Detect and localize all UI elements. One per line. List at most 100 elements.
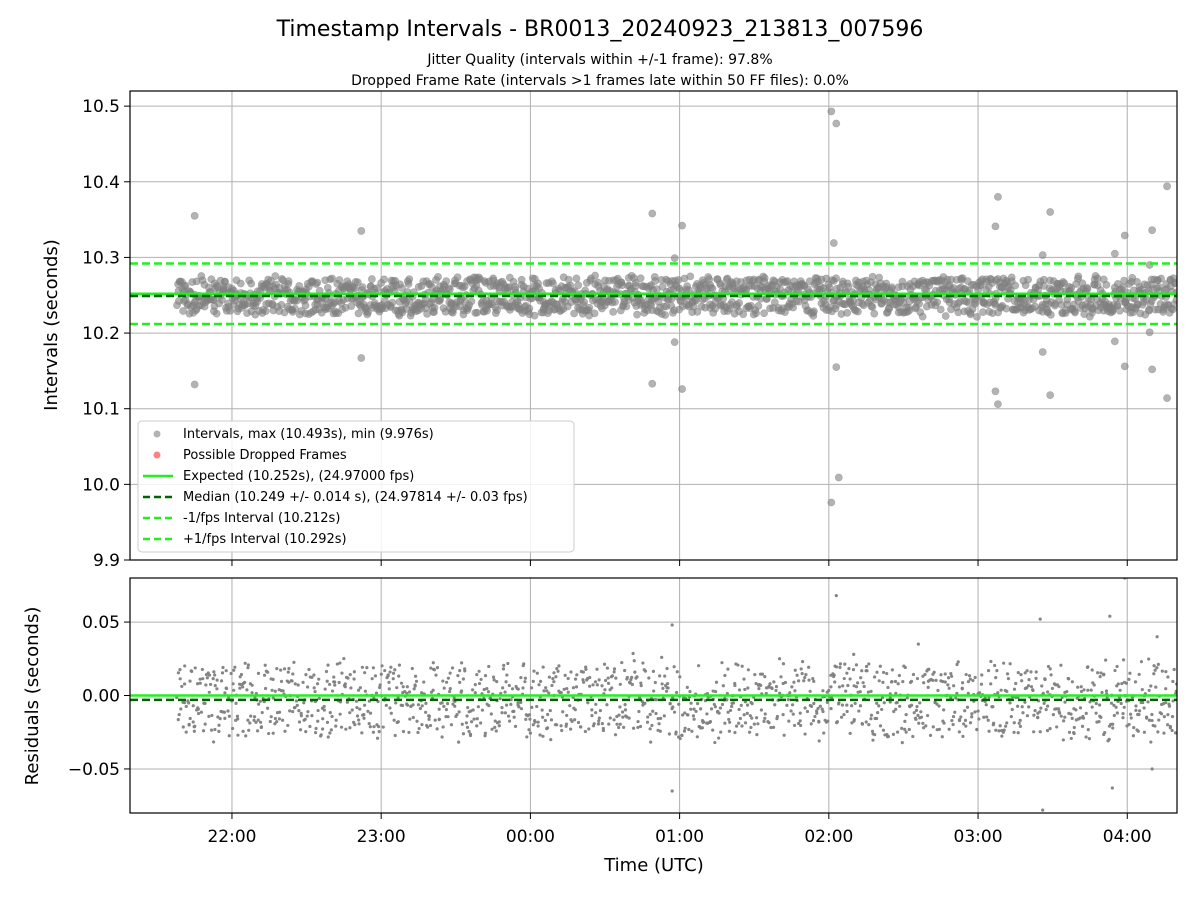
residual-point [1005, 689, 1009, 693]
residual-point [1055, 725, 1059, 729]
residual-point [1081, 716, 1086, 720]
residual-point [957, 730, 961, 734]
residual-point [348, 711, 352, 715]
interval-point [868, 303, 877, 311]
residual-point [635, 675, 639, 679]
residual-point [799, 667, 803, 671]
interval-point [442, 277, 451, 286]
residual-point [330, 714, 334, 719]
residual-point [791, 712, 795, 716]
residual-point [344, 727, 348, 731]
residual-point [1166, 713, 1170, 717]
interval-point [1074, 272, 1083, 281]
residual-point [1092, 683, 1096, 687]
residual-point [281, 689, 285, 693]
top-y-tick-label: 10.3 [82, 248, 120, 268]
residual-point [179, 707, 183, 711]
residual-point [201, 677, 205, 681]
residual-point [992, 721, 996, 725]
residual-point [1034, 670, 1038, 674]
residual-point [970, 715, 974, 719]
residual-point [603, 678, 608, 683]
residual-point [1057, 685, 1061, 689]
residual-point [630, 675, 634, 679]
residual-point [1063, 715, 1067, 719]
residual-point [731, 701, 736, 705]
interval-outlier-point [1110, 249, 1119, 258]
residual-point [986, 669, 991, 673]
residual-point [203, 722, 207, 726]
residual-point [680, 733, 684, 737]
residual-point [473, 691, 477, 695]
residual-point [236, 717, 240, 721]
residual-point [781, 713, 785, 717]
residual-point [212, 670, 216, 674]
interval-point [335, 276, 344, 284]
residual-point [405, 691, 409, 695]
residual-point [483, 731, 487, 735]
residual-point [777, 657, 782, 661]
residual-point [313, 690, 317, 694]
residual-point [867, 723, 871, 727]
residual-point [702, 720, 706, 724]
residual-point [658, 674, 662, 678]
residual-point [566, 676, 570, 681]
residual-point [1159, 712, 1164, 716]
residual-point [1140, 687, 1144, 692]
residual-point [536, 720, 540, 724]
residual-point [1166, 675, 1170, 679]
chart-title: Timestamp Intervals - BR0013_20240923_21… [276, 17, 924, 42]
residual-point [727, 729, 731, 733]
residual-point [900, 726, 904, 730]
interval-point [760, 309, 768, 318]
residual-point [332, 675, 336, 679]
residual-point [573, 708, 577, 712]
interval-point [1046, 310, 1055, 319]
residual-point [356, 688, 361, 692]
residual-point [677, 702, 681, 706]
residual-point [273, 689, 277, 693]
residual-point [660, 655, 664, 660]
residual-point [357, 722, 361, 726]
residual-point [685, 685, 689, 690]
x-tick-label: 02:00 [804, 827, 853, 847]
residual-point [912, 711, 916, 715]
residual-point [181, 725, 185, 729]
residual-point [1072, 731, 1076, 736]
residual-point [250, 683, 254, 687]
residual-point [541, 734, 545, 738]
residual-point [689, 707, 693, 711]
interval-outlier-point [832, 363, 841, 372]
residual-point [733, 683, 737, 688]
residual-point [717, 711, 721, 715]
residual-point [561, 710, 565, 714]
residual-point [1025, 714, 1029, 718]
residual-point [1018, 724, 1022, 728]
bottom-y-tick-label: 0.05 [82, 613, 120, 633]
residual-point [1137, 709, 1142, 713]
residual-point [528, 717, 532, 721]
residual-point [522, 662, 526, 666]
residual-point [452, 695, 456, 700]
residual-point [573, 677, 578, 681]
residual-point [774, 688, 778, 693]
residual-point [415, 719, 419, 723]
residual-point [495, 680, 499, 684]
residual-point [416, 730, 420, 735]
residual-point [817, 739, 821, 743]
residual-point [665, 666, 669, 671]
residual-point [769, 725, 773, 730]
residual-point [606, 676, 610, 680]
residual-point [964, 672, 968, 677]
x-tick-label: 01:00 [655, 827, 704, 847]
interval-point [358, 283, 367, 292]
residual-point [768, 682, 772, 686]
interval-outlier-point [994, 193, 1002, 201]
residual-point [790, 685, 794, 689]
interval-point [570, 309, 579, 318]
residual-point [319, 734, 323, 738]
residual-point [269, 715, 273, 719]
residual-point [326, 663, 330, 667]
interval-point [933, 298, 942, 307]
residual-point [750, 702, 754, 706]
